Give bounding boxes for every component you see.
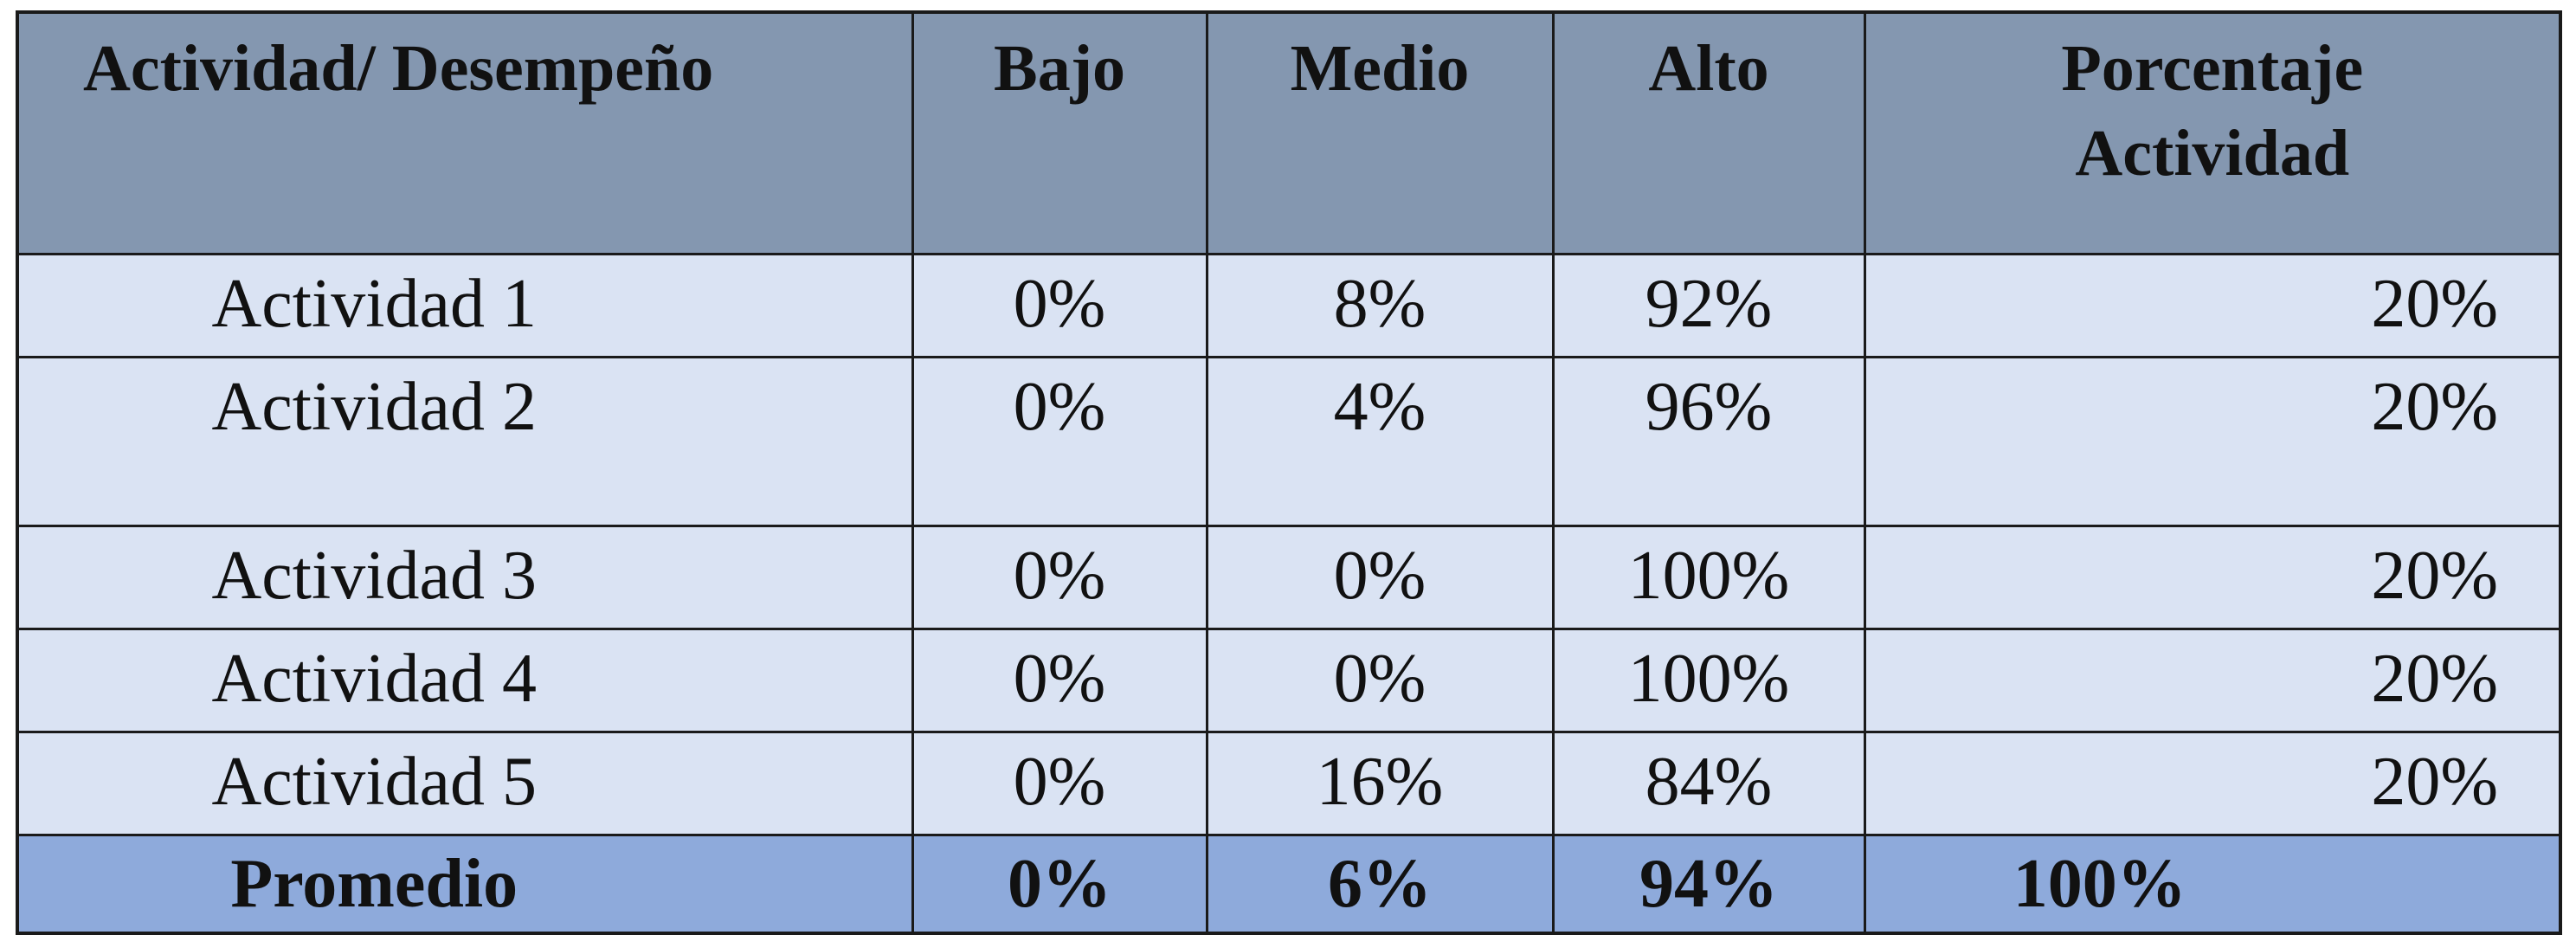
footer-low: 0%: [911, 834, 1208, 935]
cell-high: 96%: [1551, 356, 1866, 527]
table-row: Actividad 1 0% 8% 92% 20%: [16, 253, 2562, 358]
header-medium: Medio: [1205, 10, 1555, 255]
cell-percent: 20%: [1863, 253, 2562, 358]
cell-high: 100%: [1551, 525, 1866, 630]
cell-activity: Actividad 2: [16, 356, 914, 527]
cell-medium: 0%: [1205, 525, 1555, 630]
cell-low: 0%: [911, 356, 1208, 527]
cell-low: 0%: [911, 525, 1208, 630]
table-footer-row: Promedio 0% 6% 94% 100%: [16, 834, 2562, 935]
footer-medium: 6%: [1205, 834, 1555, 935]
cell-percent: 20%: [1863, 731, 2562, 836]
table-row: Actividad 5 0% 16% 84% 20%: [16, 731, 2562, 836]
table-header-row: Actividad/ Desempeño Bajo Medio Alto Por…: [16, 10, 2562, 255]
cell-activity: Actividad 5: [16, 731, 914, 836]
cell-low: 0%: [911, 628, 1208, 733]
cell-percent: 20%: [1863, 628, 2562, 733]
cell-medium: 4%: [1205, 356, 1555, 527]
cell-activity: Actividad 4: [16, 628, 914, 733]
cell-activity: Actividad 3: [16, 525, 914, 630]
header-high: Alto: [1551, 10, 1866, 255]
cell-high: 92%: [1551, 253, 1866, 358]
header-percent-line2: Actividad: [2075, 117, 2350, 190]
cell-low: 0%: [911, 253, 1208, 358]
header-activity: Actividad/ Desempeño: [16, 10, 914, 255]
performance-table: Actividad/ Desempeño Bajo Medio Alto Por…: [16, 10, 2562, 935]
cell-low: 0%: [911, 731, 1208, 836]
header-percent-line1: Porcentaje: [2061, 32, 2364, 105]
table-row: Actividad 4 0% 0% 100% 20%: [16, 628, 2562, 733]
footer-label: Promedio: [16, 834, 914, 935]
header-percent: Porcentaje Actividad: [1863, 10, 2562, 255]
footer-percent: 100%: [1863, 834, 2562, 935]
cell-percent: 20%: [1863, 525, 2562, 630]
cell-medium: 0%: [1205, 628, 1555, 733]
cell-medium: 8%: [1205, 253, 1555, 358]
footer-high: 94%: [1551, 834, 1866, 935]
cell-high: 100%: [1551, 628, 1866, 733]
cell-high: 84%: [1551, 731, 1866, 836]
cell-medium: 16%: [1205, 731, 1555, 836]
cell-activity: Actividad 1: [16, 253, 914, 358]
table-row: Actividad 2 0% 4% 96% 20%: [16, 356, 2562, 527]
cell-percent: 20%: [1863, 356, 2562, 527]
table-row: Actividad 3 0% 0% 100% 20%: [16, 525, 2562, 630]
header-low: Bajo: [911, 10, 1208, 255]
